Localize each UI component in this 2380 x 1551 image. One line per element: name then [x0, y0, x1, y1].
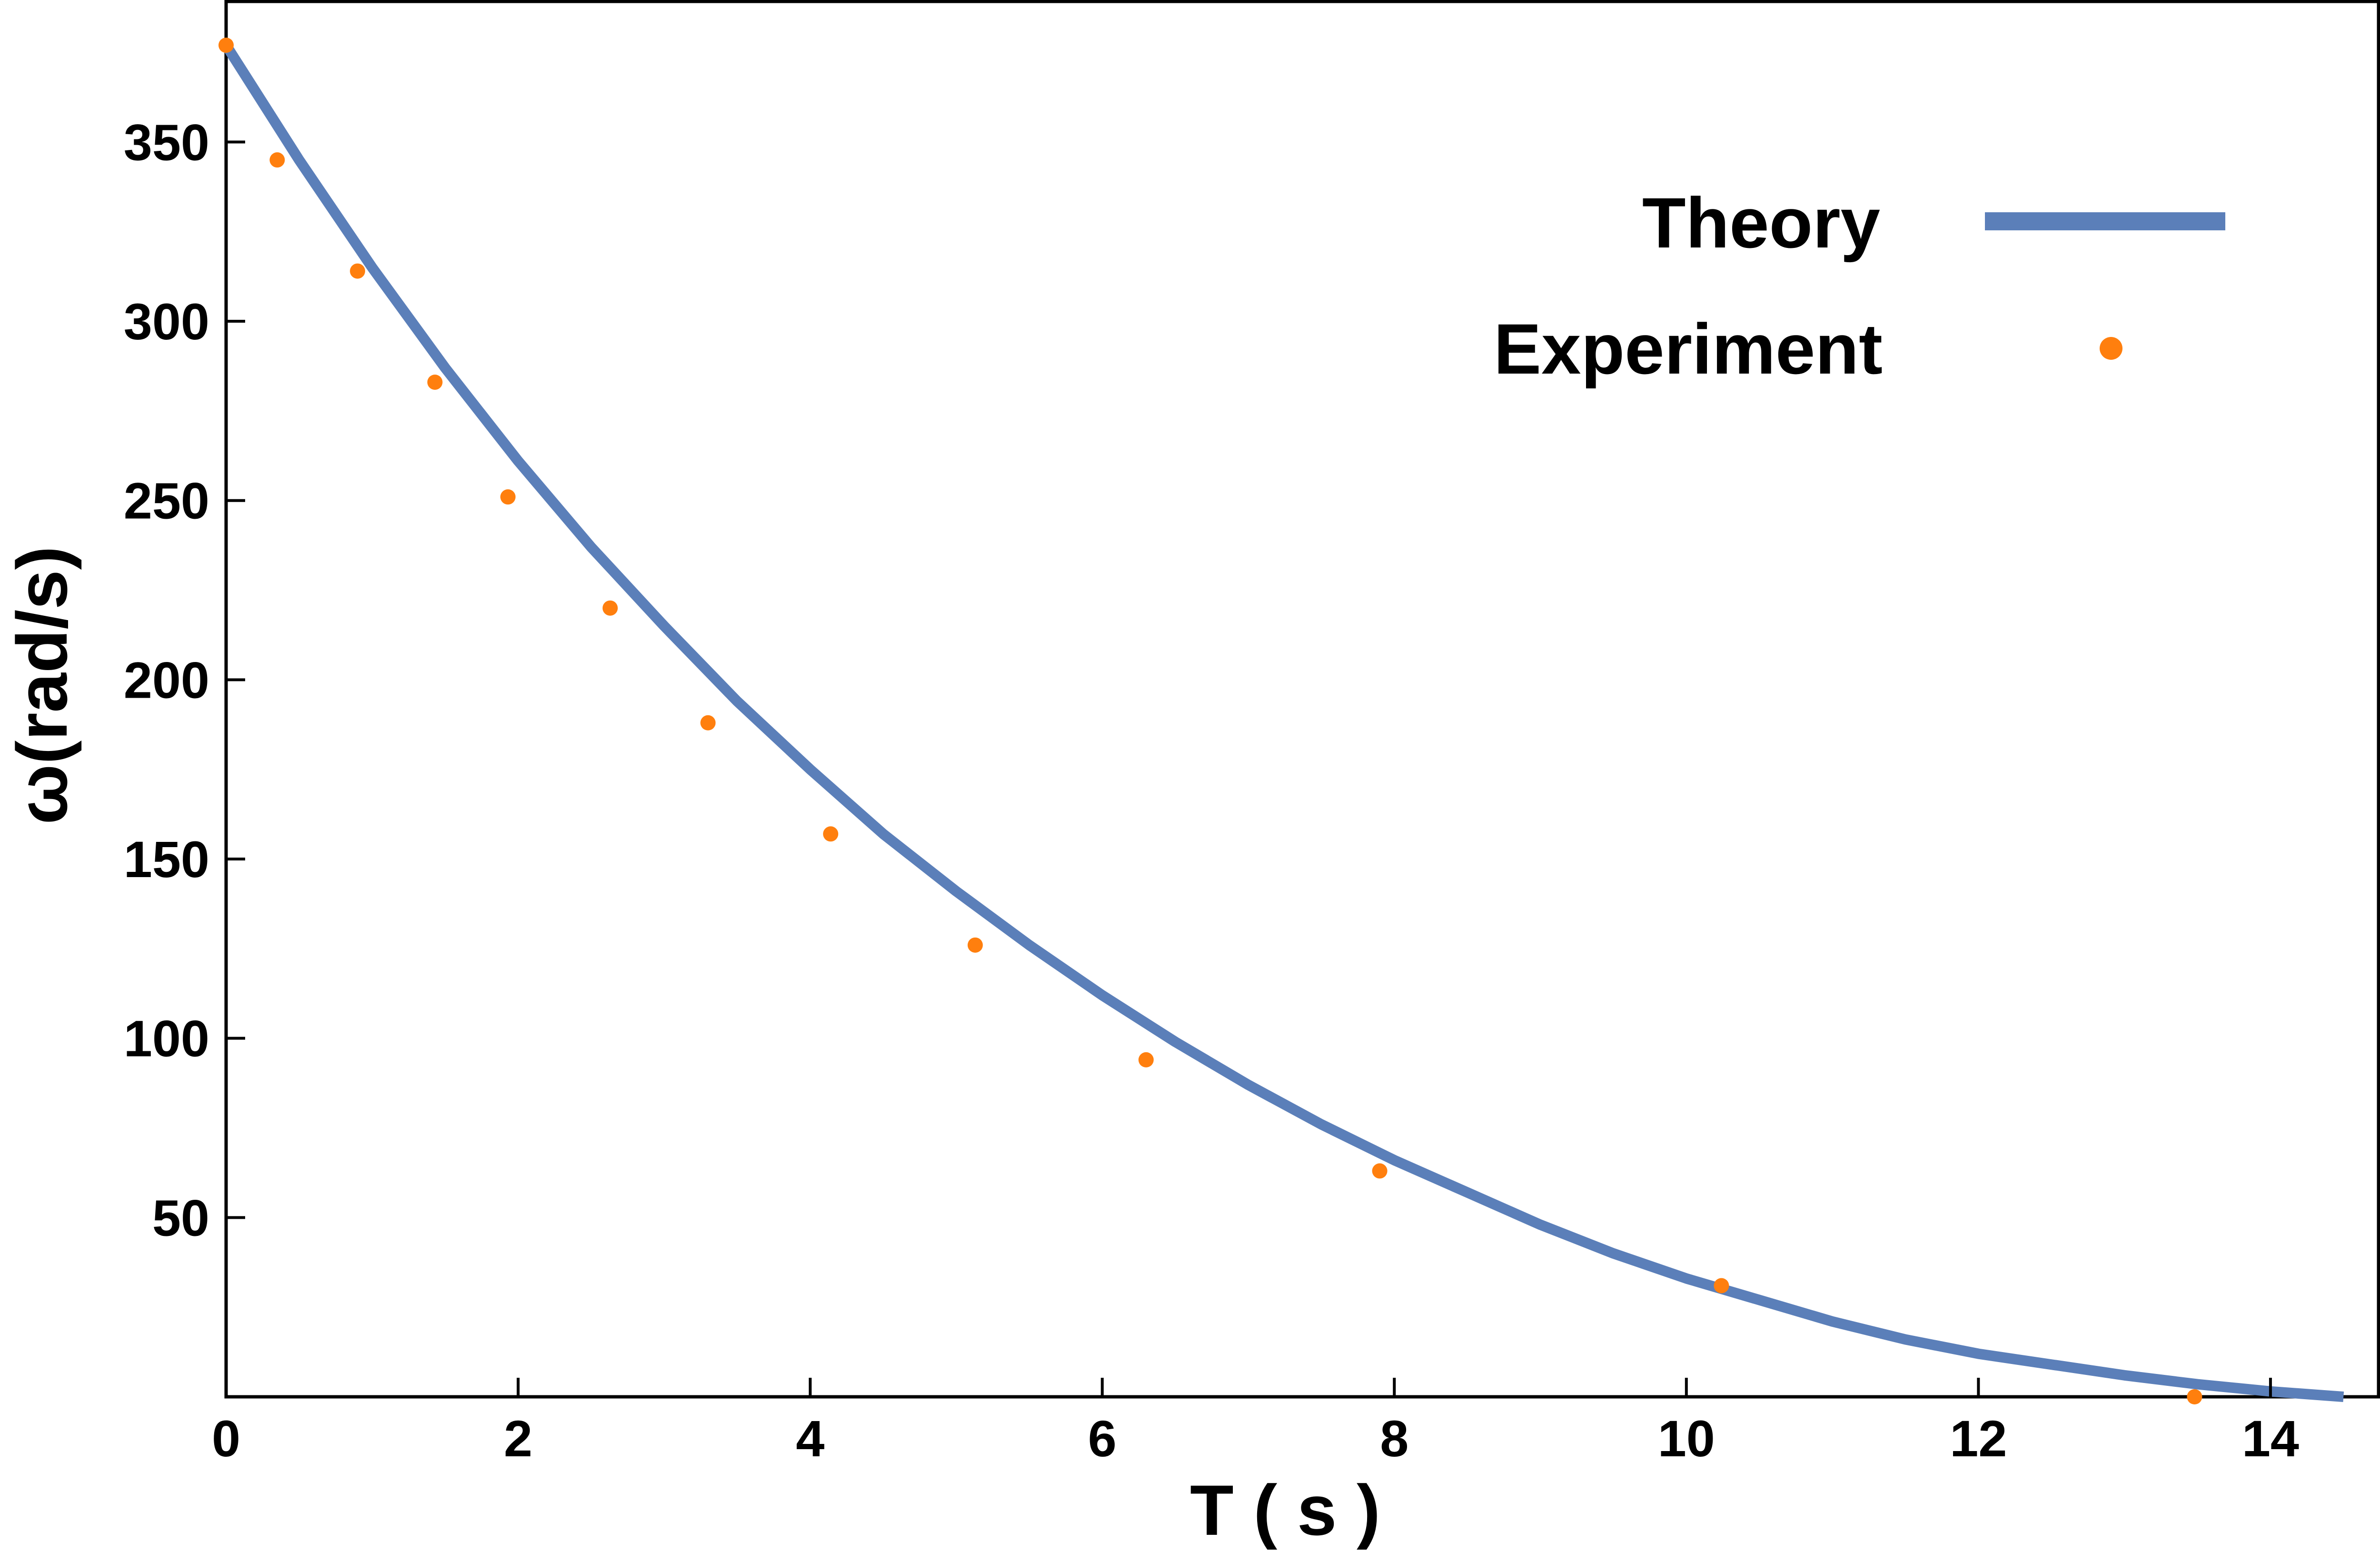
y-tick-label: 100 — [124, 1010, 209, 1067]
legend-label-theory: Theory — [1642, 183, 1880, 263]
experiment-point — [602, 600, 618, 616]
experiment-point — [700, 715, 716, 731]
experiment-point — [823, 826, 839, 842]
x-tick-label: 4 — [796, 1410, 824, 1467]
legend-swatch-experiment — [2100, 337, 2122, 360]
y-tick-label: 150 — [124, 830, 209, 888]
ticks-layer: 0 2 4 6 8 10 12 14 50 100 150 200 250 300 350 — [124, 113, 2299, 1467]
experiment-point — [218, 38, 234, 53]
experiment-point — [269, 152, 285, 168]
plot-border — [224, 0, 2380, 1399]
x-tick-label: 12 — [1950, 1410, 2007, 1467]
plot-frame — [224, 0, 2380, 1399]
experiment-point — [350, 263, 366, 279]
experiment-point — [427, 375, 443, 390]
x-tick-label: 0 — [212, 1410, 240, 1467]
x-tick-label: 10 — [1658, 1410, 1715, 1467]
theory-curve — [221, 42, 2344, 1402]
legend: Theory Experiment — [1494, 183, 2225, 389]
experiment-point — [1138, 1052, 1154, 1067]
experiment-point — [1372, 1163, 1388, 1179]
legend-label-experiment: Experiment — [1494, 309, 1883, 389]
x-tick-label: 8 — [1380, 1410, 1408, 1467]
experiment-point — [500, 489, 516, 505]
y-tick-label: 350 — [124, 113, 209, 171]
x-tick-label: 14 — [2242, 1410, 2299, 1467]
x-tick-label: 2 — [504, 1410, 533, 1467]
series-layer — [218, 38, 2344, 1404]
y-tick-label: 200 — [124, 651, 209, 709]
experiment-point — [2187, 1389, 2202, 1404]
x-axis-title: T ( s ) — [1190, 1470, 1380, 1550]
y-tick-label: 250 — [124, 472, 209, 530]
y-axis-title: ω(rad/s) — [2, 546, 82, 824]
x-tick-label: 6 — [1088, 1410, 1117, 1467]
y-tick-label: 50 — [152, 1189, 209, 1246]
y-tick-label: 300 — [124, 293, 209, 350]
experiment-point — [967, 937, 983, 953]
experiment-point — [1714, 1278, 1729, 1294]
